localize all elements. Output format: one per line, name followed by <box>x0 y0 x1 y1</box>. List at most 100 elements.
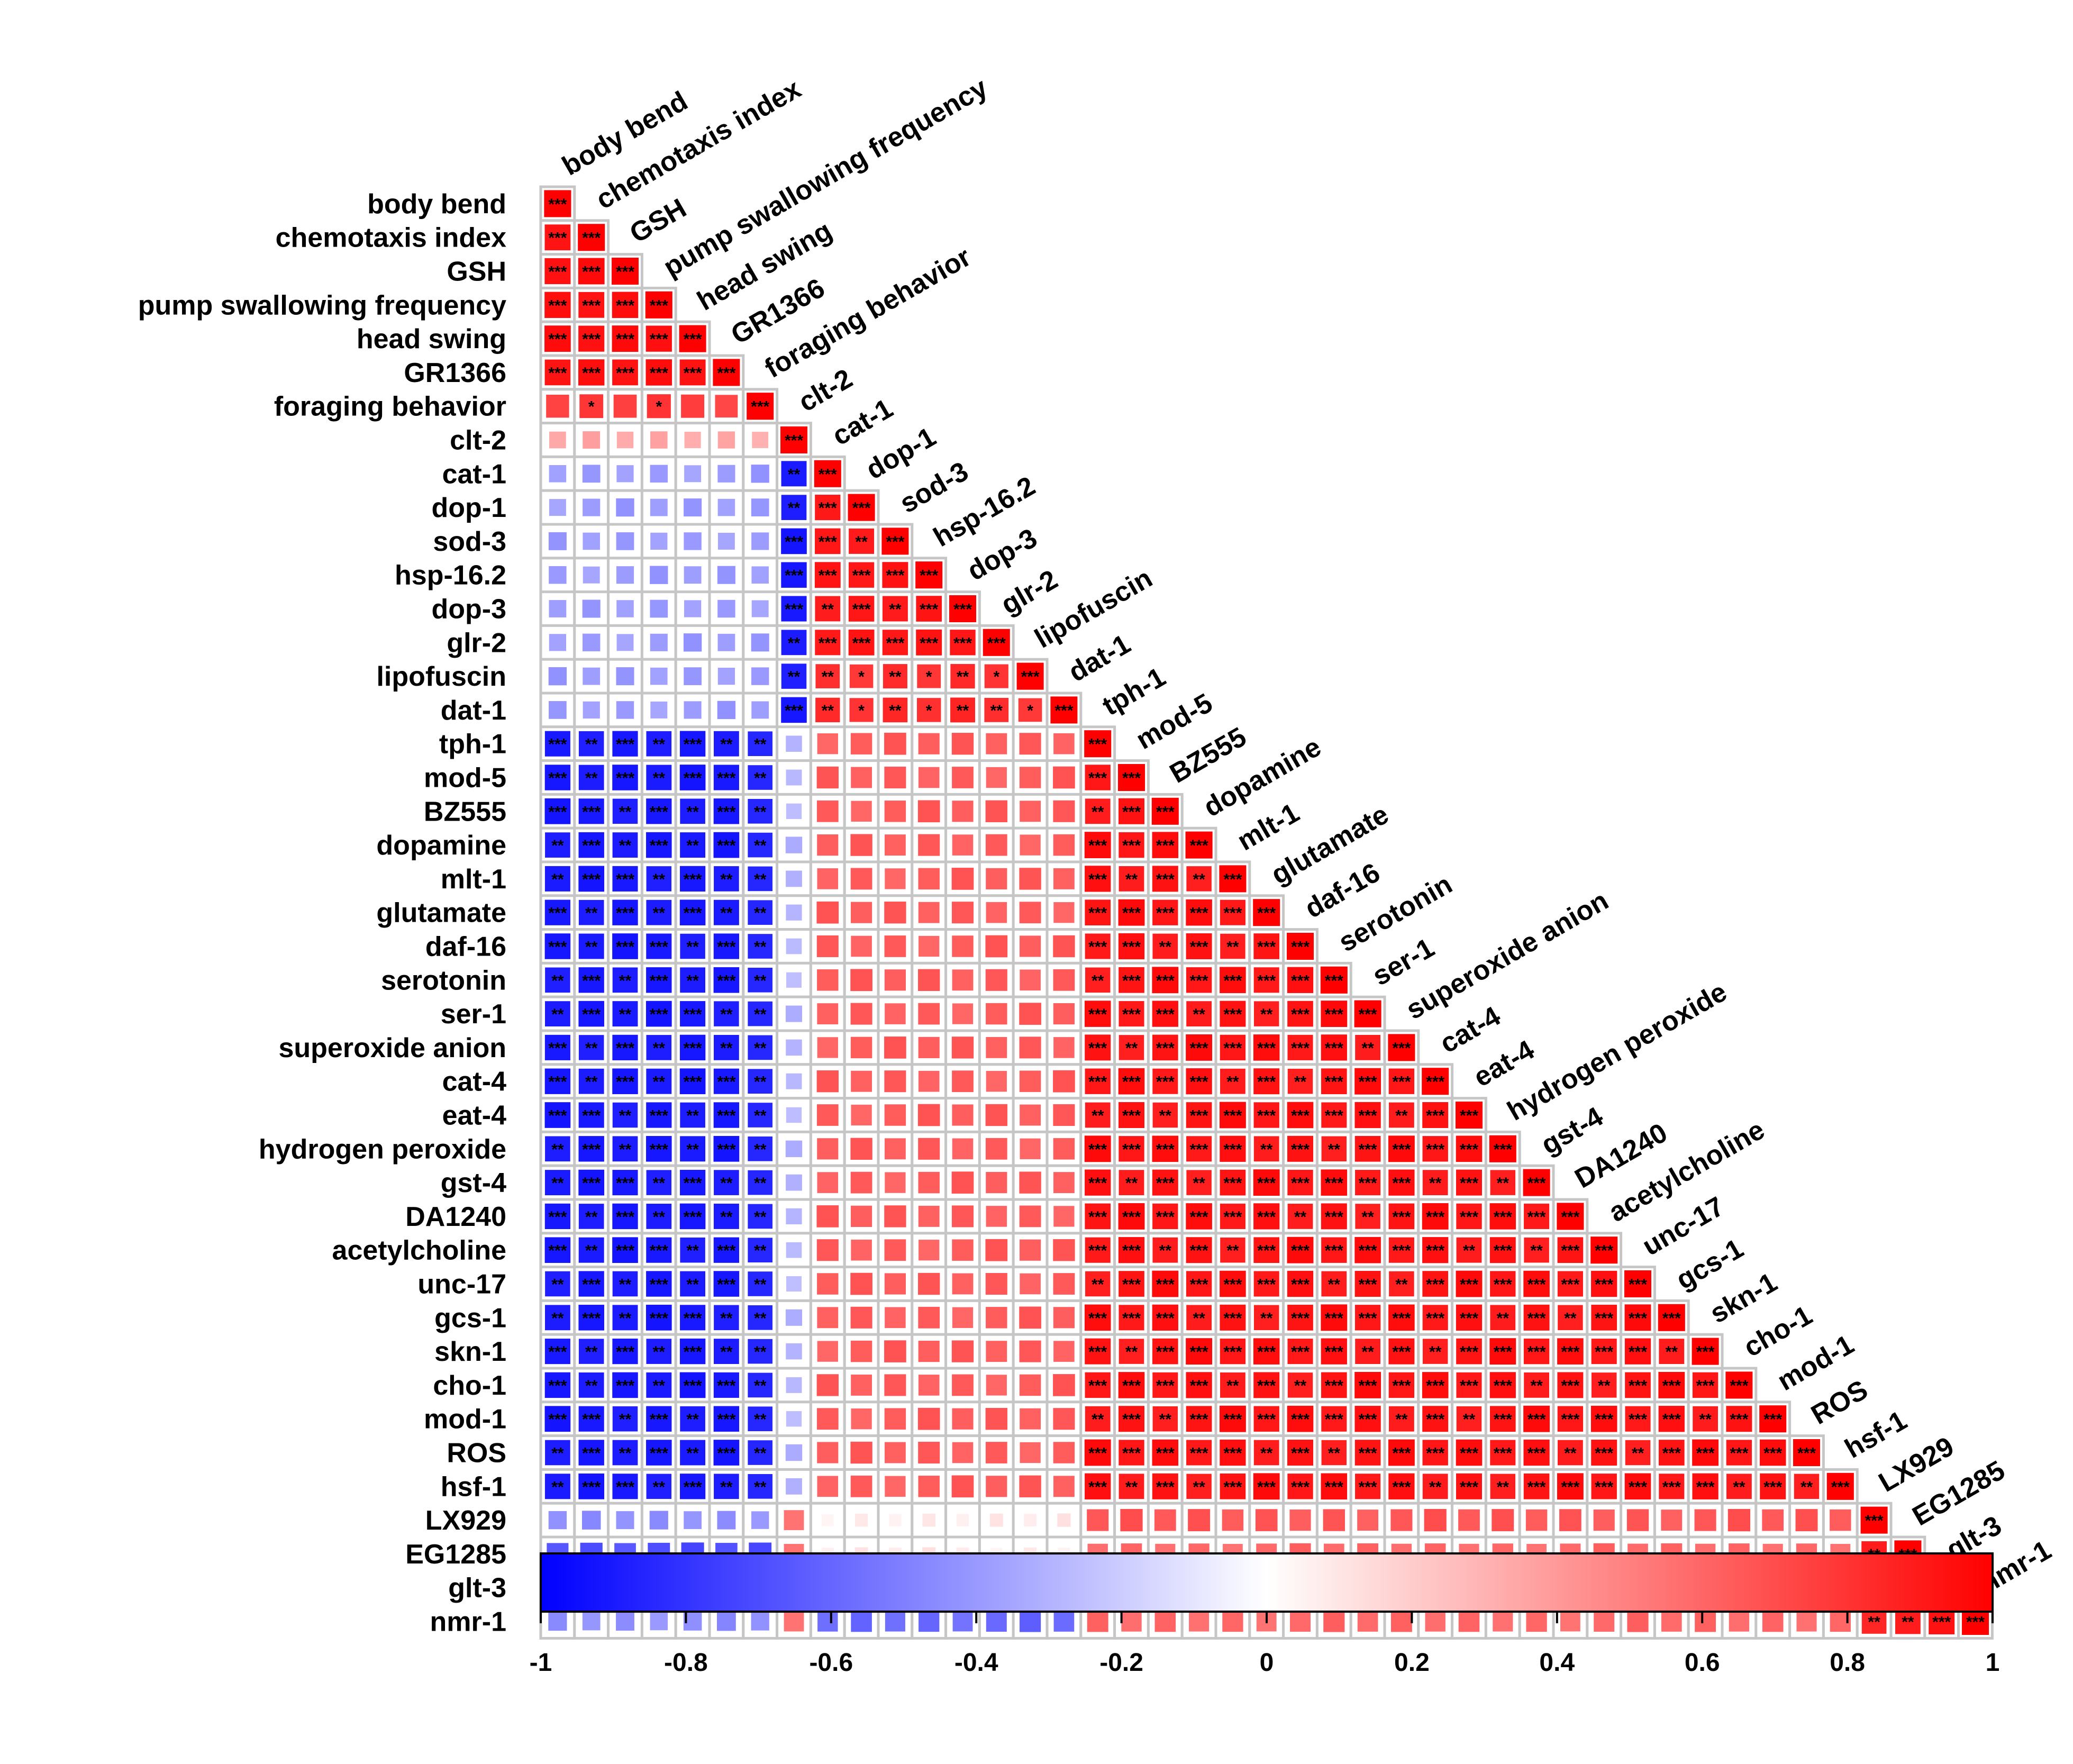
cell-square <box>918 902 940 923</box>
cell-square <box>1220 1034 1246 1061</box>
cell-square <box>1388 1304 1415 1331</box>
significance-stars: ** <box>788 634 801 652</box>
significance-stars: *** <box>582 1141 601 1158</box>
significance-stars: *** <box>717 1074 735 1091</box>
cell-square <box>1492 1509 1514 1532</box>
cell-square <box>984 664 1008 688</box>
cell-square <box>1220 967 1246 994</box>
cell-square <box>1222 1611 1243 1632</box>
cell-square <box>1152 832 1179 858</box>
significance-stars: *** <box>1528 1343 1546 1361</box>
cell-square <box>717 532 735 550</box>
cell-square <box>1321 1169 1348 1196</box>
cell-square <box>986 1036 1007 1058</box>
cell-square <box>786 769 802 786</box>
cell-square <box>1594 1611 1615 1632</box>
cell-square <box>713 798 740 824</box>
cell-square <box>646 798 672 824</box>
cell-square <box>1422 1339 1448 1364</box>
significance-stars: ** <box>1260 1445 1273 1462</box>
significance-stars: *** <box>684 331 702 348</box>
cell-square <box>646 1474 672 1499</box>
cell-square <box>1087 1611 1108 1632</box>
significance-stars: *** <box>616 1074 634 1091</box>
cell-square <box>918 1171 940 1194</box>
significance-stars: *** <box>1223 1343 1242 1361</box>
cell-bg <box>1552 1502 1589 1539</box>
significance-stars: *** <box>1291 939 1310 956</box>
cell-square <box>612 325 639 352</box>
cell-square <box>544 1237 571 1263</box>
significance-stars: *** <box>1291 972 1310 989</box>
cell-square <box>816 766 839 789</box>
cell-square <box>545 1136 570 1162</box>
cell-square <box>1658 1304 1685 1331</box>
cell-square <box>1253 1406 1279 1432</box>
cell-square <box>1354 1440 1381 1466</box>
cell-square <box>1523 1304 1550 1331</box>
cell-square <box>1220 1372 1245 1398</box>
cell-square <box>751 633 769 652</box>
cell-square <box>612 967 638 993</box>
significance-stars: ** <box>889 668 902 686</box>
cell-square <box>951 868 974 890</box>
significance-stars: *** <box>548 365 567 382</box>
cell-square <box>684 701 702 719</box>
cell-square <box>1625 1406 1651 1432</box>
significance-stars: *** <box>582 837 601 854</box>
significance-stars: ** <box>686 1107 699 1125</box>
cell-square <box>1590 1405 1617 1432</box>
cell-square <box>815 528 841 554</box>
cell-square <box>1524 1237 1549 1263</box>
cell-square <box>751 566 769 584</box>
significance-stars: ** <box>551 1006 564 1023</box>
cell-square <box>612 1170 638 1196</box>
cell-square <box>1826 1472 1854 1500</box>
significance-stars: *** <box>1494 1411 1512 1429</box>
cell-square <box>1760 1473 1786 1499</box>
cell-square <box>915 561 943 589</box>
cell-square <box>578 798 604 824</box>
significance-stars: ** <box>1497 1310 1510 1327</box>
significance-stars: *** <box>886 533 904 551</box>
cell-square <box>1593 1510 1615 1531</box>
significance-stars: *** <box>616 1040 634 1057</box>
cell-square <box>582 633 601 652</box>
cell-square <box>578 258 605 285</box>
cell-square <box>1456 1439 1483 1466</box>
cell-square <box>989 1513 1003 1527</box>
cell-square <box>583 667 601 685</box>
cell-square <box>1253 1440 1279 1466</box>
cell-square <box>1287 1001 1313 1027</box>
cell-square <box>1020 935 1041 957</box>
cell-square <box>679 325 706 352</box>
significance-stars: *** <box>1460 1175 1478 1192</box>
cell-square <box>1053 902 1075 923</box>
cell-square <box>1220 1237 1245 1263</box>
significance-stars: ** <box>686 939 699 956</box>
significance-stars: *** <box>684 1074 702 1091</box>
cell-square <box>1557 1203 1584 1230</box>
significance-stars: *** <box>1359 1242 1377 1260</box>
significance-stars: ** <box>1294 1377 1307 1395</box>
cell-square <box>1152 1068 1178 1094</box>
cell-square <box>548 532 567 550</box>
significance-stars: *** <box>1696 1343 1715 1361</box>
cell-square <box>549 701 567 719</box>
row-label: serotonin <box>381 965 506 996</box>
significance-stars: *** <box>1257 1343 1276 1361</box>
significance-stars: *** <box>1291 1006 1310 1023</box>
significance-stars: *** <box>1763 1411 1782 1429</box>
significance-stars: *** <box>616 1377 634 1395</box>
cell-square <box>1186 1305 1212 1331</box>
cell-square <box>714 1170 739 1195</box>
cell-square <box>1557 1237 1584 1263</box>
cell-square <box>713 967 740 993</box>
cell-square <box>1053 1476 1075 1497</box>
significance-stars: *** <box>650 972 668 989</box>
cell-bg <box>1484 1502 1521 1539</box>
significance-stars: *** <box>1088 1343 1107 1361</box>
cell-square <box>612 1136 638 1162</box>
cell-square <box>985 800 1007 822</box>
cell-square <box>1186 1034 1213 1061</box>
